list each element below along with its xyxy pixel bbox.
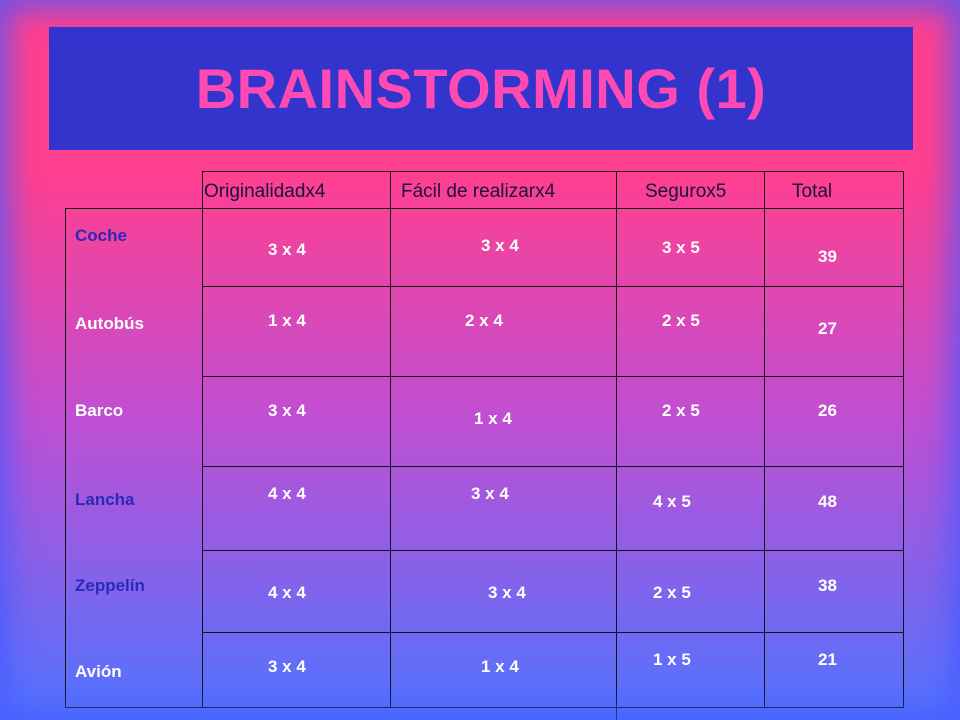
cell-total: 21 [818, 650, 837, 669]
row-label-avion: Avión [75, 662, 122, 681]
grid-line [65, 208, 66, 708]
cell-seguro: 3 x 5 [662, 238, 700, 257]
header-seguro: Segurox5 [645, 181, 727, 202]
cell-facil: 3 x 4 [488, 583, 526, 602]
grid-line [903, 171, 904, 708]
header-originalidad: Originalidadx4 [204, 181, 326, 202]
grid-line [202, 208, 903, 209]
cell-facil: 1 x 4 [474, 409, 512, 428]
cell-total: 48 [818, 492, 837, 511]
header-total: Total [792, 181, 833, 202]
cell-facil: 3 x 4 [471, 484, 509, 503]
grid-line [65, 208, 202, 209]
cell-total: 26 [818, 401, 837, 420]
cell-seguro: 1 x 5 [653, 650, 691, 669]
cell-originalidad: 1 x 4 [268, 311, 306, 330]
cell-facil: 2 x 4 [465, 311, 503, 330]
cell-originalidad: 4 x 4 [268, 484, 306, 503]
cell-seguro: 2 x 5 [662, 311, 700, 330]
grid-line [202, 550, 903, 551]
cell-originalidad: 3 x 4 [268, 657, 306, 676]
cell-originalidad: 3 x 4 [268, 401, 306, 420]
grid-line [65, 707, 903, 708]
cell-total: 38 [818, 576, 837, 595]
grid-line [764, 171, 765, 708]
cell-facil: 1 x 4 [481, 657, 519, 676]
cell-seguro: 2 x 5 [662, 401, 700, 420]
cell-originalidad: 3 x 4 [268, 240, 306, 259]
row-label-barco: Barco [75, 401, 124, 420]
cell-originalidad: 4 x 4 [268, 583, 306, 602]
row-label-lancha: Lancha [75, 490, 135, 509]
grid-line [202, 376, 903, 377]
grid-line [202, 466, 903, 467]
slide-title: BRAINSTORMING (1) [195, 57, 767, 120]
cell-total: 27 [818, 319, 837, 338]
grid-line [202, 171, 903, 172]
cell-seguro: 2 x 5 [653, 583, 691, 602]
grid-line [616, 171, 617, 720]
grid-line [202, 632, 903, 633]
row-label-coche: Coche [75, 226, 127, 245]
cell-seguro: 4 x 5 [653, 492, 691, 511]
cell-total: 39 [818, 247, 837, 266]
row-label-zeppelin: Zeppelín [75, 576, 145, 595]
grid-line [202, 171, 203, 708]
cell-facil: 3 x 4 [481, 236, 519, 255]
grid-line [202, 286, 903, 287]
header-facil-realizar: Fácil de realizarx4 [401, 181, 556, 202]
row-label-autobus: Autobús [75, 314, 144, 333]
grid-line [390, 171, 391, 708]
title-band: BRAINSTORMING (1) [49, 27, 913, 150]
